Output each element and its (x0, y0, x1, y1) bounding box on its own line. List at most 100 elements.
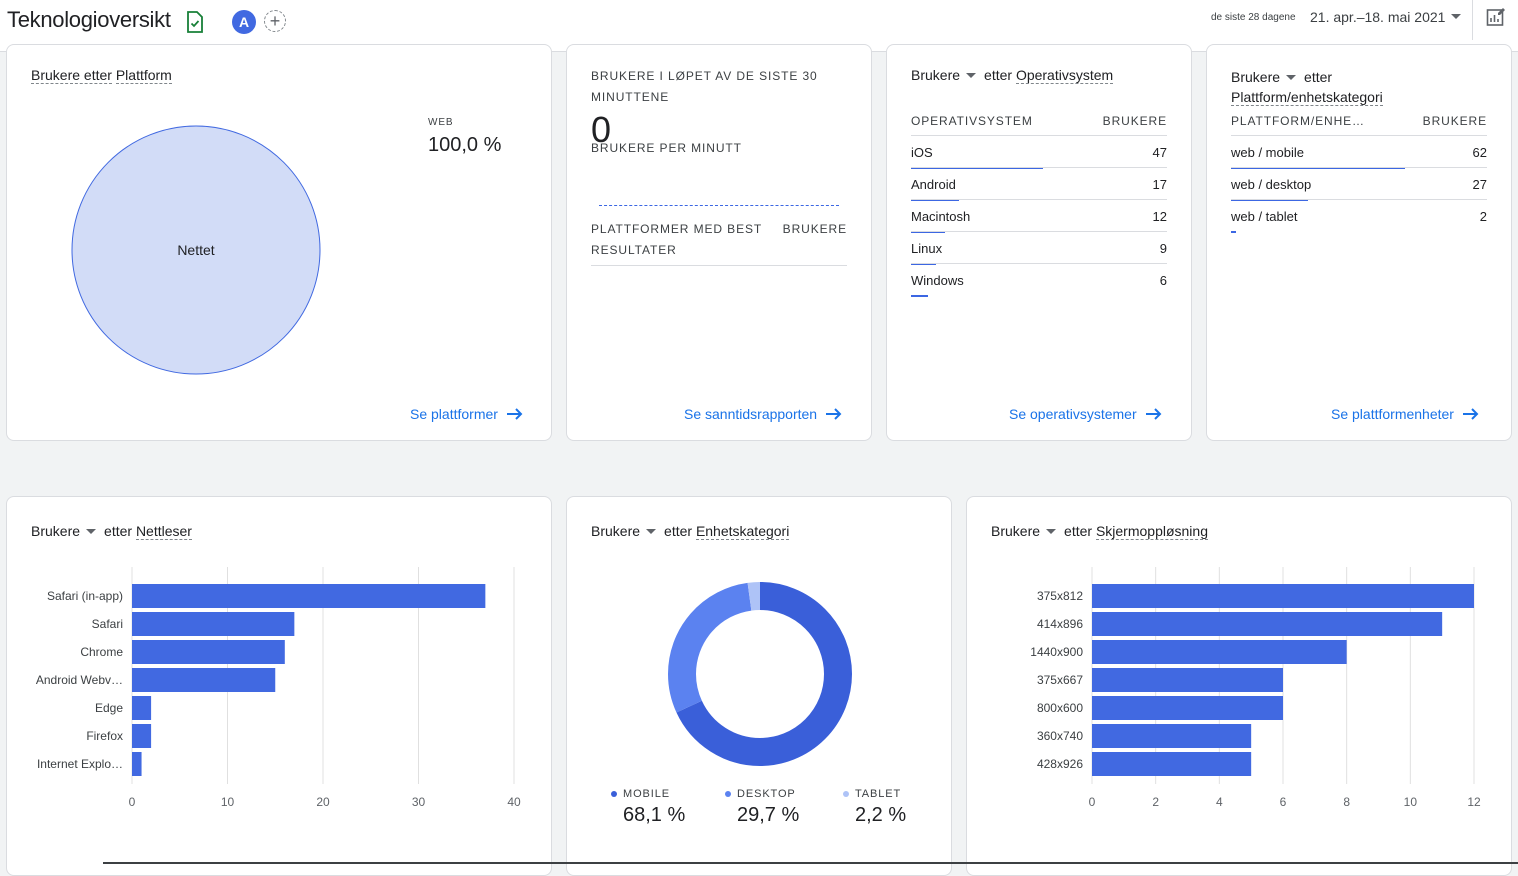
card-title: Brukere etter Operativsystem (911, 67, 1114, 84)
table-row[interactable]: Linux 9 (911, 231, 1167, 265)
category-label: 360x740 (1037, 729, 1083, 743)
customize-report-icon[interactable] (1486, 7, 1506, 27)
donut-slice-tablet[interactable] (668, 582, 852, 766)
dimension-label[interactable]: Plattform/enhetskategori (1231, 89, 1383, 106)
donut-slice-desktop[interactable] (668, 582, 852, 766)
bar[interactable] (1092, 724, 1252, 748)
table-row[interactable]: web / mobile 62 (1231, 135, 1487, 169)
row-value: 12 (1152, 209, 1167, 224)
column-head-users: BRUKERE (1422, 114, 1487, 128)
x-tick-label: 2 (1152, 795, 1159, 809)
realtime-title-1: BRUKERE I LØPET AV DE SISTE 30 (591, 69, 818, 83)
row-share-bar (911, 263, 937, 265)
see-platform-devices-link[interactable]: Se plattformenheter (1331, 406, 1480, 422)
category-label: Chrome (80, 645, 123, 659)
table-row[interactable]: Macintosh 12 (911, 199, 1167, 233)
legend-dot-icon (725, 791, 731, 798)
dimension-label[interactable]: Nettleser (135, 523, 192, 540)
metric-selector[interactable]: Brukere (31, 523, 81, 539)
row-label: Linux (911, 241, 943, 256)
card-title: Brukere etter Nettleser (31, 523, 192, 540)
legend-item: TABLET 2,2 % (843, 788, 906, 827)
see-os-link[interactable]: Se operativsystemer (1009, 406, 1163, 422)
metric-label[interactable]: Brukere etter (31, 67, 112, 84)
row-share-bar (911, 167, 1043, 169)
legend-value: 68,1 % (623, 804, 686, 826)
x-tick-label: 40 (507, 795, 521, 809)
arrow-right-icon (826, 408, 842, 420)
table-row[interactable]: web / tablet 2 (1231, 199, 1487, 233)
chevron-down-icon[interactable] (646, 529, 657, 534)
card-title: Brukere etter Plattform (31, 67, 172, 84)
horizontal-scrollbar[interactable] (103, 862, 1518, 864)
x-tick-label: 10 (1404, 795, 1418, 809)
bar[interactable] (132, 668, 276, 692)
bar[interactable] (1092, 696, 1283, 720)
metric-selector[interactable]: Brukere (591, 523, 641, 539)
bar[interactable] (1092, 584, 1474, 608)
chevron-down-icon[interactable] (966, 73, 977, 78)
row-label: Android (911, 177, 956, 192)
bar[interactable] (132, 612, 295, 636)
users-column-head: BRUKERE (782, 222, 847, 236)
comparison-avatar[interactable]: A (232, 10, 256, 34)
row-share-bar (911, 199, 959, 201)
arrow-right-icon (1145, 408, 1162, 420)
dimension-label[interactable]: Operativsystem (1015, 67, 1114, 84)
category-label: Safari (92, 617, 123, 631)
link-label: Se plattformer (410, 406, 498, 422)
arrow-right-icon (506, 408, 523, 420)
arrow-right-icon (1462, 408, 1479, 420)
metric-selector[interactable]: Brukere (911, 67, 961, 83)
x-tick-label: 12 (1467, 795, 1481, 809)
table-row[interactable]: web / desktop 27 (1231, 167, 1487, 201)
metric-selector[interactable]: Brukere (991, 523, 1041, 539)
link-label: Se operativsystemer (1009, 406, 1137, 422)
category-label: Firefox (86, 729, 123, 743)
table-row[interactable]: Android 17 (911, 167, 1167, 201)
dimension-label[interactable]: Plattform (115, 67, 172, 84)
bar[interactable] (132, 752, 142, 776)
dimension-label[interactable]: Skjermoppløsning (1095, 523, 1208, 540)
bar[interactable] (132, 584, 486, 608)
date-range-selector[interactable]: 21. apr.–18. mai 2021 (1310, 9, 1446, 25)
x-tick-label: 0 (1089, 795, 1096, 809)
see-platforms-link[interactable]: Se plattformer (410, 406, 524, 422)
x-tick-label: 0 (129, 795, 136, 809)
add-comparison-button[interactable]: + (264, 10, 286, 32)
table-row[interactable]: iOS 47 (911, 135, 1167, 169)
row-value: 47 (1152, 145, 1167, 160)
card-title: Brukere etter Enhetskategori (591, 523, 790, 540)
row-label: Macintosh (911, 209, 971, 224)
chevron-down-icon[interactable] (1046, 529, 1057, 534)
report-check-icon[interactable] (186, 11, 204, 33)
category-label: Edge (95, 701, 123, 715)
chevron-down-icon[interactable] (1286, 75, 1297, 80)
legend-value: 29,7 % (737, 804, 800, 826)
bar[interactable] (1092, 668, 1283, 692)
bar[interactable] (132, 696, 152, 720)
dimension-label[interactable]: Enhetskategori (695, 523, 790, 540)
column-head-platform: PLATTFORM/ENHE… (1231, 114, 1365, 128)
pie-label: Nettet (177, 242, 214, 258)
legend-dot-icon (611, 791, 617, 798)
date-range-prefix: de siste 28 dagene (1211, 12, 1296, 23)
row-share-bar (911, 231, 946, 233)
bar[interactable] (1092, 612, 1443, 636)
bar[interactable] (1092, 640, 1347, 664)
pie-slice-web (71, 125, 321, 375)
table-row[interactable]: Windows 6 (911, 263, 1167, 297)
bar[interactable] (132, 724, 152, 748)
bar[interactable] (132, 640, 285, 664)
chevron-down-icon[interactable] (86, 529, 97, 534)
card-title: Brukere etter Skjermoppløsning (991, 523, 1208, 540)
legend-value: 100,0 % (428, 134, 502, 156)
category-label: 428x926 (1037, 757, 1083, 771)
chevron-down-icon[interactable] (1451, 14, 1461, 19)
device-donut-chart (668, 582, 852, 766)
see-realtime-link[interactable]: Se sanntidsrapporten (684, 406, 843, 422)
title-connector: etter (1304, 69, 1333, 85)
top-platforms-head-1: PLATTFORMER MED BEST (591, 222, 763, 236)
metric-selector[interactable]: Brukere (1231, 69, 1281, 85)
bar[interactable] (1092, 752, 1252, 776)
